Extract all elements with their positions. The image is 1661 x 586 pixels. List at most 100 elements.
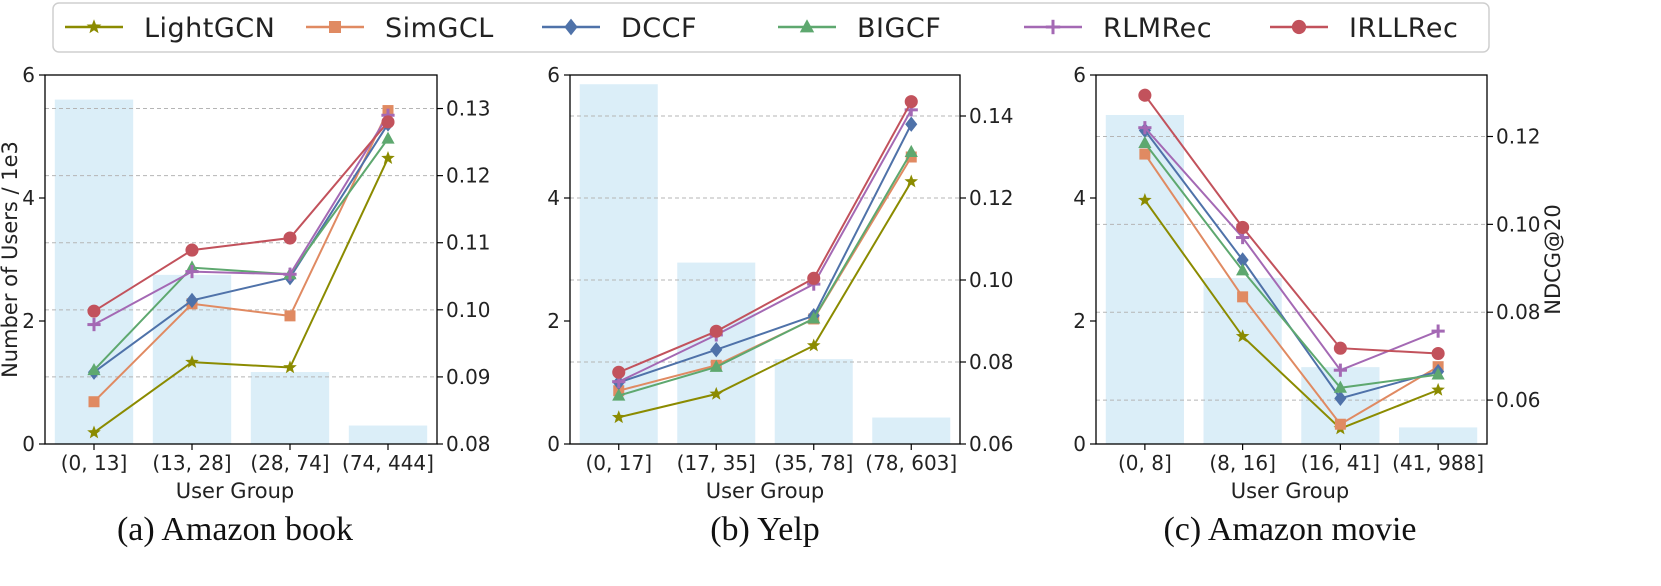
- series-line: [94, 122, 388, 311]
- point-circle: [284, 232, 296, 244]
- series-line: [1145, 130, 1438, 398]
- series-lightgcn: [1138, 193, 1445, 434]
- left-tick-label: 0: [547, 432, 560, 456]
- right-tick-label: 0.08: [1496, 300, 1541, 324]
- right-tick-label: 0.12: [446, 164, 491, 188]
- right-tick-label: 0.12: [969, 186, 1014, 210]
- panel-1: 0 2 4 6 0.08 0.09 0.10 0.11 0.12 0.13 (0, 13] (13, …: [0, 63, 491, 548]
- series-rlmrec: [1138, 121, 1444, 377]
- point-circle: [88, 305, 100, 317]
- left-tick-label: 2: [22, 309, 35, 333]
- x-tick-label: (13, 28]: [152, 451, 231, 475]
- series-bigcf: [1138, 136, 1444, 393]
- right-tick-label: 0.06: [1496, 388, 1541, 412]
- bar-4: [1399, 427, 1477, 444]
- point-square: [285, 310, 296, 321]
- left-tick-label: 6: [1073, 63, 1086, 87]
- point-square: [89, 396, 100, 407]
- x-tick-label: (0, 13]: [61, 451, 128, 475]
- bar-4: [872, 418, 950, 444]
- left-axis-label: Number of Users / 1e3: [0, 141, 22, 378]
- x-tick-label: (0, 8]: [1118, 451, 1172, 475]
- x-tick-label: (8, 16]: [1209, 451, 1276, 475]
- series-line: [1145, 128, 1438, 371]
- left-tick-label: 6: [22, 63, 35, 87]
- legend-label: BIGCF: [857, 13, 941, 44]
- x-tick-label: (28, 74]: [250, 451, 329, 475]
- x-tick-label: (41, 988]: [1392, 451, 1484, 475]
- point-circle: [1432, 347, 1444, 359]
- point-star: [807, 338, 821, 351]
- point-circle: [1334, 342, 1346, 354]
- left-tick-label: 4: [1073, 186, 1086, 210]
- point-circle: [1139, 89, 1151, 101]
- point-square: [1335, 419, 1346, 430]
- x-tick-label: (16, 41]: [1301, 451, 1380, 475]
- legend-marker-square: [329, 21, 341, 33]
- series-simgcl: [613, 152, 917, 397]
- point-circle: [382, 116, 394, 128]
- point-triangle: [381, 132, 394, 144]
- point-plus: [1432, 325, 1445, 338]
- series-dccf: [88, 116, 394, 380]
- bar-1: [55, 100, 133, 444]
- series-lightgcn: [612, 174, 918, 423]
- left-tick-label: 4: [22, 186, 35, 210]
- bar-4: [349, 426, 427, 444]
- x-tick-label: (74, 444]: [342, 451, 434, 475]
- panel-3: 0 2 4 6 0.06 0.08 0.10 0.12 (0, 8] (8, 16] (16, 41…: [1073, 63, 1565, 548]
- x-tick-label: (78, 603]: [865, 451, 957, 475]
- series-line: [94, 115, 388, 324]
- right-tick-label: 0.12: [1496, 125, 1541, 149]
- right-tick-label: 0.10: [446, 298, 491, 322]
- point-circle: [710, 325, 722, 337]
- bar-1: [1106, 115, 1184, 444]
- left-tick-label: 6: [547, 63, 560, 87]
- right-tick-label: 0.13: [446, 97, 491, 121]
- chart-panels: 0 2 4 6 0.08 0.09 0.10 0.11 0.12 0.13 (0, 13] (13, …: [0, 63, 1565, 548]
- point-circle: [613, 366, 625, 378]
- right-tick-label: 0.14: [969, 104, 1014, 128]
- legend-label: IRLLRec: [1349, 13, 1458, 44]
- series-line: [94, 124, 388, 372]
- series-line: [619, 157, 912, 391]
- legend-label: SimGCL: [385, 13, 494, 44]
- series-irllrec: [613, 96, 918, 379]
- point-circle: [808, 272, 820, 284]
- right-tick-label: 0.08: [446, 432, 491, 456]
- x-axis-label: User Group: [706, 479, 824, 503]
- legend: LightGCN SimGCL DCCF BIGCF RLMRec IRLLRec: [53, 3, 1489, 52]
- series-dccf: [1139, 123, 1444, 406]
- legend-label: RLMRec: [1103, 13, 1212, 44]
- right-axis-label: NDCG@20: [1541, 204, 1565, 315]
- point-star: [1431, 383, 1445, 396]
- series-rlmrec: [87, 109, 394, 332]
- left-tick-label: 0: [22, 432, 35, 456]
- series-line: [94, 111, 388, 402]
- right-tick-label: 0.11: [446, 231, 491, 255]
- left-tick-label: 0: [1073, 432, 1086, 456]
- series-line: [1145, 200, 1438, 428]
- point-circle: [1237, 221, 1249, 233]
- series-simgcl: [89, 105, 394, 407]
- x-tick-label: (0, 17]: [586, 451, 653, 475]
- point-star: [381, 151, 395, 164]
- x-axis-label: User Group: [176, 479, 294, 503]
- point-square: [1237, 291, 1248, 302]
- right-tick-label: 0.08: [969, 350, 1014, 374]
- legend-marker-circle: [1292, 20, 1305, 33]
- right-tick-label: 0.10: [969, 268, 1014, 292]
- left-tick-label: 2: [547, 309, 560, 333]
- panel-2: 0 2 4 6 0.06 0.08 0.10 0.12 0.14 (0, 17] (17, 35] (…: [547, 63, 1013, 548]
- point-square: [1139, 149, 1150, 160]
- series-dccf: [613, 117, 918, 391]
- x-tick-label: (17, 35]: [677, 451, 756, 475]
- point-triangle: [905, 145, 918, 157]
- left-tick-label: 4: [547, 186, 560, 210]
- series-line: [619, 110, 912, 382]
- panel-caption: (c) Amazon movie: [1163, 511, 1416, 548]
- point-star: [904, 174, 918, 187]
- right-tick-label: 0.06: [969, 432, 1014, 456]
